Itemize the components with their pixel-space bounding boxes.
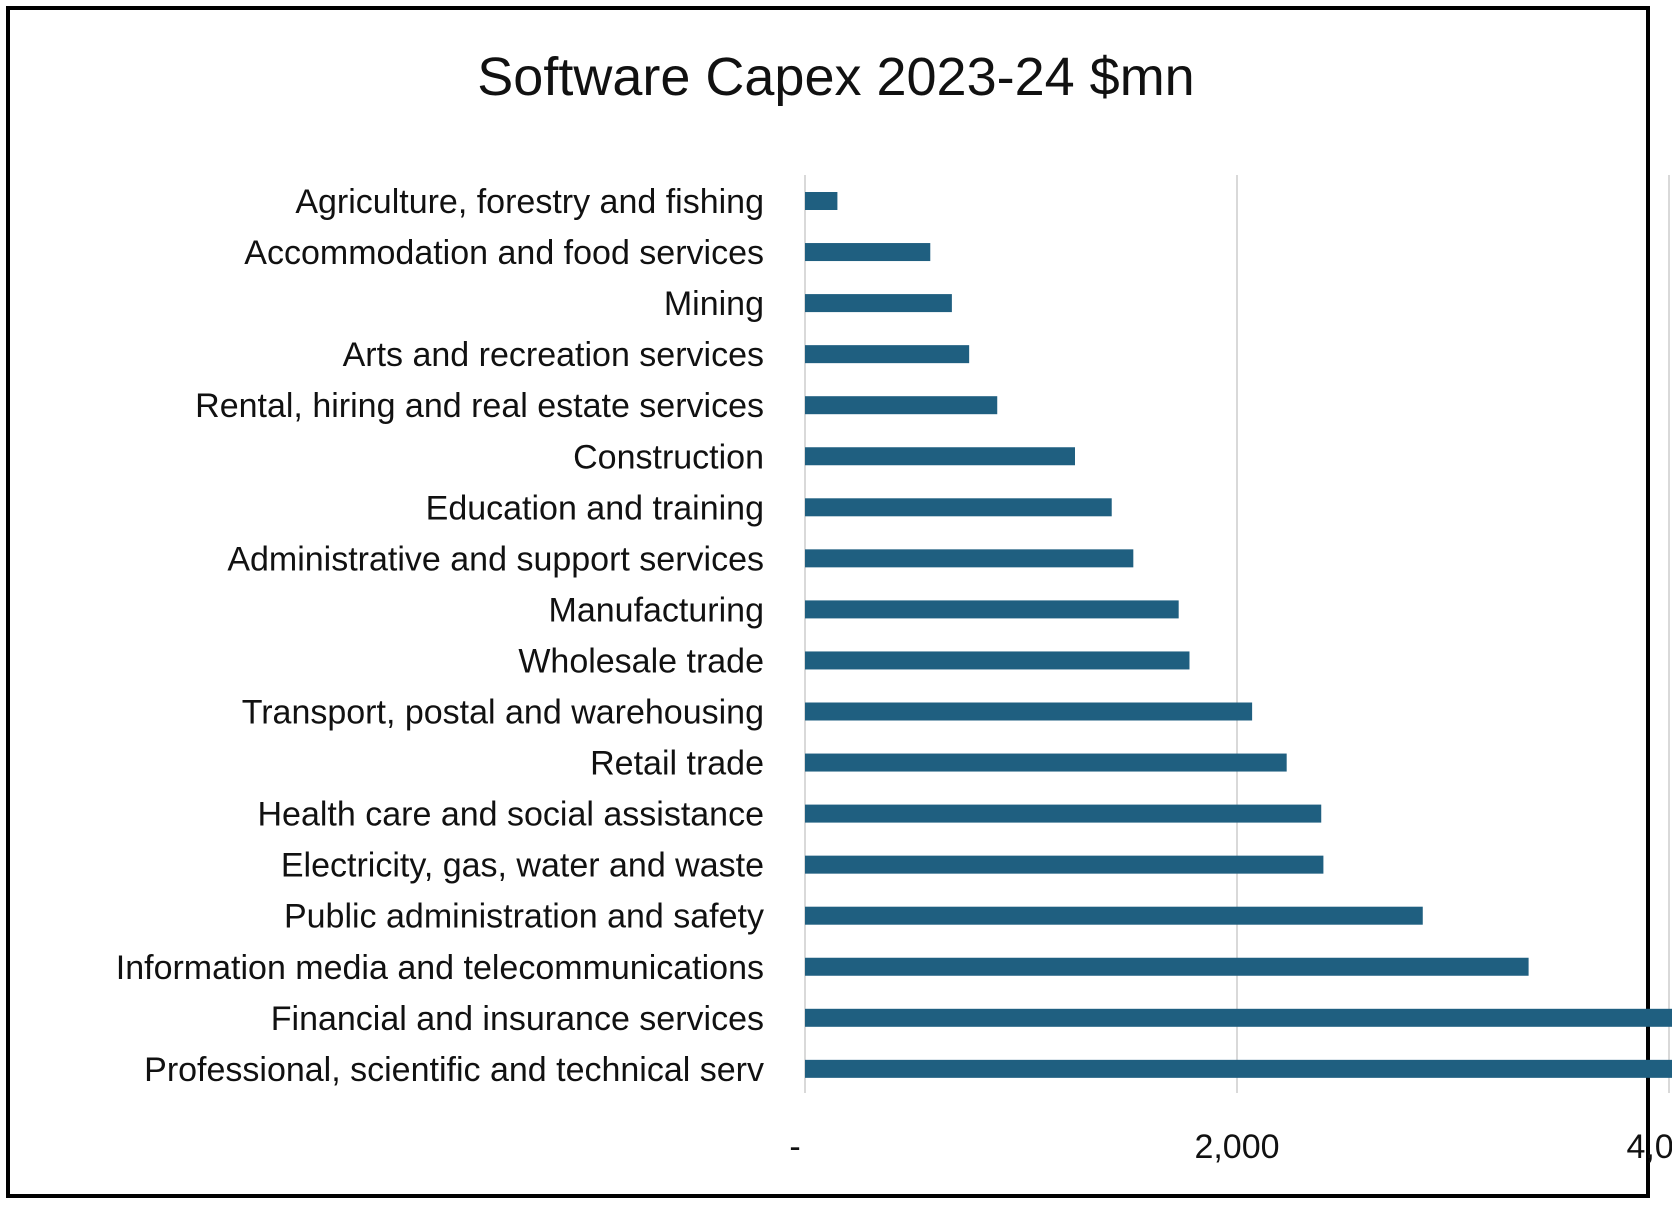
category-label: Construction [573,438,764,476]
bar [805,1008,1672,1027]
bar [805,1059,1672,1078]
bar [805,906,1423,925]
category-label: Manufacturing [549,591,764,629]
category-label: Arts and recreation services [343,336,764,374]
category-label: Health care and social assistance [258,796,765,834]
category-label: Transport, postal and warehousing [242,694,764,732]
category-labels: Agriculture, forestry and fishing Accommo… [116,183,764,1089]
category-label: Public administration and safety [284,898,764,936]
bar [805,345,970,364]
bar [805,651,1190,670]
bar [805,957,1529,976]
bar [805,753,1287,772]
category-label: Mining [664,285,764,323]
bar [805,396,998,415]
bar [805,600,1179,619]
bars [805,192,1672,1078]
bar [805,498,1112,517]
category-label: Financial and insurance services [271,1000,764,1038]
x-tick-label: - [789,1128,800,1166]
bar [805,447,1075,466]
category-label: Administrative and support services [227,540,764,578]
category-label: Retail trade [590,745,764,783]
category-label: Wholesale trade [518,642,764,680]
x-tick-label: 2,000 [1194,1128,1279,1166]
x-tick-label: 4,000 [1626,1128,1672,1166]
bar [805,192,838,210]
bar [805,702,1253,721]
category-label: Education and training [426,489,764,527]
chart-title: Software Capex 2023-24 $mn [477,47,1195,107]
gridlines [804,175,1670,1093]
bar [805,243,931,262]
category-label: Accommodation and food services [244,234,764,272]
bar [805,549,1134,568]
bar [805,804,1322,823]
category-label: Electricity, gas, water and waste [281,847,764,885]
category-label: Information media and telecommunications [116,949,764,987]
category-label: Agriculture, forestry and fishing [295,183,764,221]
bar [805,855,1324,874]
category-label: Professional, scientific and technical s… [144,1051,764,1089]
category-label: Rental, hiring and real estate services [195,387,764,425]
bar [805,294,952,313]
